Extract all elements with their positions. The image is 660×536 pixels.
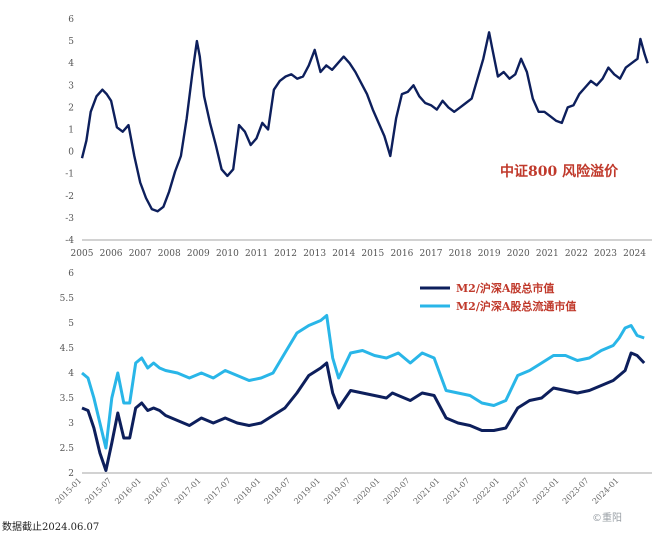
top-x-tick-label: 2015 [361,249,384,259]
top-y-tick-label: 6 [68,15,74,25]
bottom-x-tick-label: 2023-01 [531,476,561,506]
bottom-x-tick-label: 2016-01 [113,476,143,506]
risk-premium-line [80,31,649,213]
top-x-tick-label: 2010 [216,249,239,259]
bottom-y-tick-label: 3.5 [60,394,75,404]
bottom-y-ticks: 6 5.5 5 4.5 4 3.5 3 2.5 2 [60,269,75,479]
top-x-tick-label: 2007 [129,249,152,259]
bottom-y-tick-label: 2 [68,469,74,479]
bottom-y-tick-label: 4 [68,369,74,379]
legend-label-total-cap: M2/沪深A股总市值 [456,281,554,295]
bottom-y-tick-label: 5.5 [60,294,75,304]
top-y-tick-label: 2 [68,103,74,113]
top-y-tick-label: 5 [68,37,74,47]
bottom-x-tick-label: 2018-07 [262,476,292,506]
bottom-x-tick-label: 2017-01 [173,476,203,506]
bottom-x-tick-label: 2015-01 [54,476,84,506]
legend-label-float-cap: M2/沪深A股总流通市值 [456,299,576,313]
bottom-y-tick-label: 2.5 [60,444,75,454]
m2-total-cap-line [81,351,646,472]
legend: M2/沪深A股总市值 M2/沪深A股总流通市值 [420,281,576,313]
bottom-x-tick-label: 2021-07 [442,476,472,506]
top-x-tick-label: 2013 [303,249,326,259]
top-y-tick-label: -3 [65,214,74,224]
top-x-tick-label: 2008 [158,249,181,259]
top-y-tick-label: 3 [68,81,74,91]
top-x-tick-label: 2005 [71,249,94,259]
m2-float-cap-line [81,314,645,450]
bottom-x-tick-label: 2022-07 [501,476,531,506]
top-chart-risk-premium: 6 5 4 3 2 1 0 -1 -2 -3 -4 2005 2006 2007 2008 2009 2010… [65,15,652,259]
top-x-tick-label: 2006 [100,249,123,259]
top-x-tick-label: 2012 [274,249,297,259]
risk-premium-annotation: 中证800 风险溢价 [500,163,619,180]
bottom-x-tick-label: 2018-01 [233,476,263,506]
bottom-y-tick-label: 3 [68,419,74,429]
bottom-x-tick-label: 2023-07 [561,476,591,506]
bottom-x-tick-label: 2019-07 [322,476,352,506]
top-y-tick-label: -4 [65,236,74,246]
top-y-tick-label: 1 [68,126,74,136]
top-x-tick-label: 2009 [187,249,210,259]
bottom-x-tick-label: 2015-07 [83,476,113,506]
bottom-x-tick-label: 2017-07 [203,476,233,506]
footnote: 数据截止2024.06.07 [2,520,99,533]
bottom-y-tick-label: 5 [68,319,74,329]
top-x-tick-label: 2014 [332,249,355,259]
bottom-x-tick-label: 2021-01 [412,476,442,506]
top-y-tick-label: 0 [68,148,74,158]
bottom-chart-m2-ratio: 65.554.543.532.52 2015-01 2015-07 2016-01 2… [54,269,652,506]
top-x-tick-label: 2024 [623,249,646,259]
top-x-tick-label: 2011 [245,249,268,259]
top-x-tick-label: 2023 [594,249,617,259]
bottom-y-tick-label: 6 [68,269,74,279]
top-y-ticks: 6 5 4 3 2 1 0 -1 -2 -3 -4 [65,15,74,246]
bottom-y-tick-label: 4.5 [60,344,75,354]
watermark: ©重阳 [592,511,622,524]
bottom-x-tick-label: 2019-01 [292,476,322,506]
bottom-x-tick-label: 2022-01 [471,476,501,506]
bottom-x-tick-label: 2024-01 [591,476,621,506]
top-x-tick-label: 2022 [565,249,588,259]
top-y-tick-label: 4 [68,59,74,69]
top-x-tick-label: 2019 [478,249,501,259]
top-x-tick-label: 2016 [390,249,413,259]
top-x-tick-label: 2017 [420,249,443,259]
top-y-tick-label: -1 [65,170,74,180]
bottom-x-tick-label: 2020-07 [382,476,412,506]
bottom-x-tick-label: 2020-01 [352,476,382,506]
top-x-tick-label: 2021 [536,249,559,259]
top-x-tick-label: 2018 [449,249,472,259]
bottom-x-ticks: 2015-01 2015-07 2016-01 2016-07 2017-01 2017-… [54,476,621,506]
top-x-tick-label: 2020 [507,249,530,259]
bottom-x-tick-label: 2016-07 [143,476,173,506]
top-x-ticks: 2005 2006 2007 2008 2009 2010 2011 2012 2013 2014… [71,249,647,259]
top-y-tick-label: -2 [65,192,74,202]
